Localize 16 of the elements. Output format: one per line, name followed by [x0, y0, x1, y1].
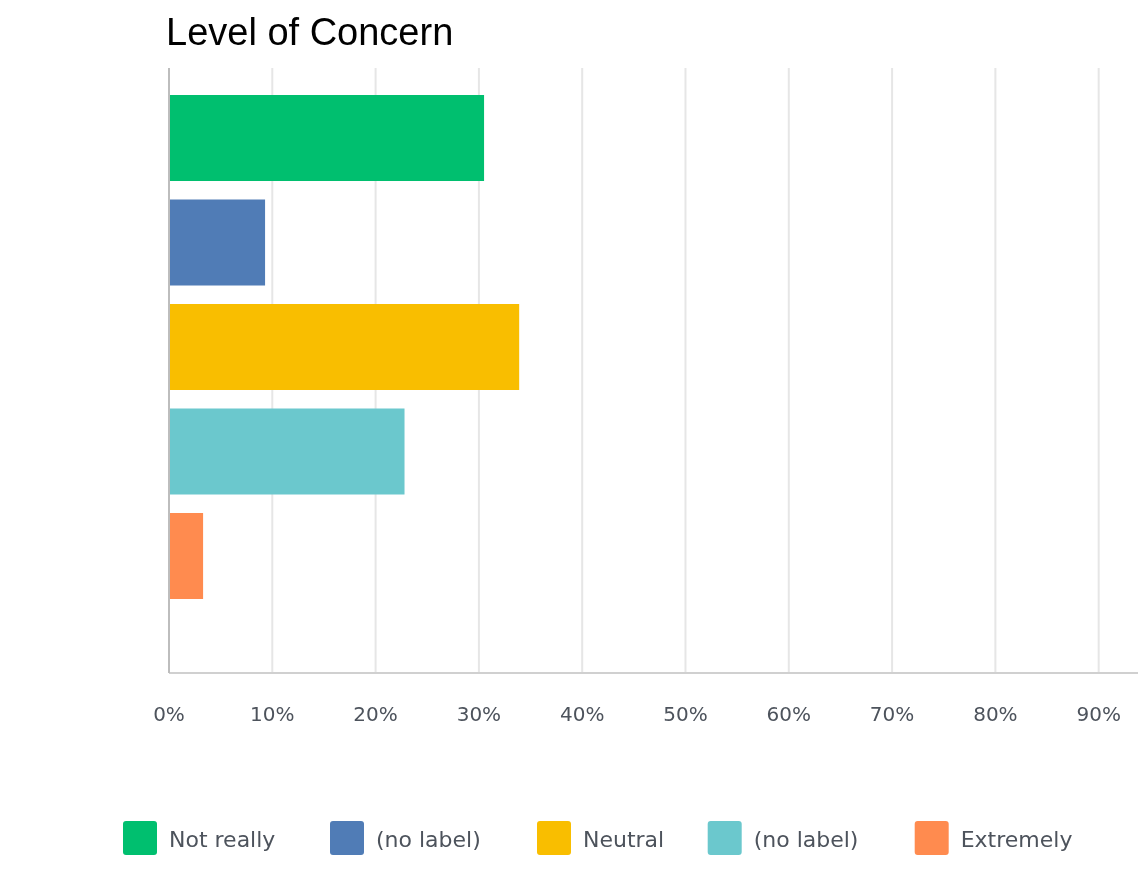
x-tick-label: 20%: [353, 702, 398, 726]
x-tick-label: 30%: [456, 702, 502, 726]
legend-label: (no label): [753, 827, 859, 852]
x-tick-label: 70%: [869, 702, 915, 726]
legend-label: (no label): [376, 827, 481, 852]
x-tick-label: 50%: [663, 702, 708, 726]
x-tick-label: 80%: [973, 702, 1018, 726]
legend-label: Extremely: [960, 827, 1073, 852]
chart-title: Level of Concern: [166, 11, 454, 53]
x-tick-label: 60%: [766, 702, 812, 726]
legend-label: Not really: [169, 827, 276, 852]
x-tick-label: 0%: [153, 702, 185, 726]
x-tick-label: 40%: [559, 702, 605, 726]
x-tick-label: 90%: [1076, 702, 1121, 726]
x-tick-label: 10%: [250, 702, 295, 726]
legend-label: Neutral: [583, 827, 665, 852]
